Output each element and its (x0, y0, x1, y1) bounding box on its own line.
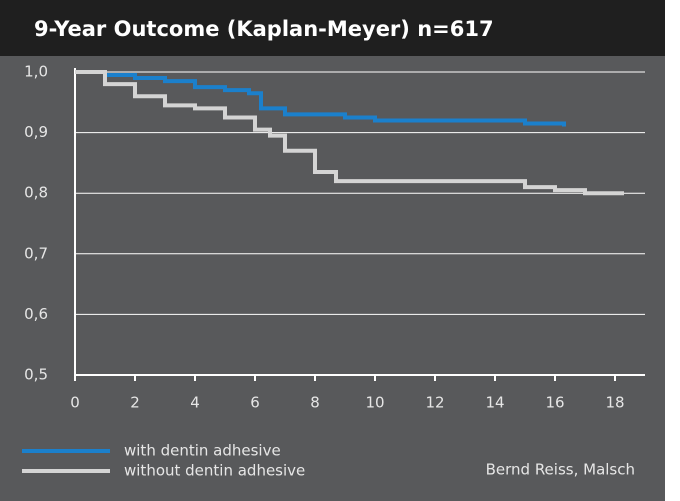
x-tick-label: 10 (365, 394, 384, 412)
x-tick-label: 12 (425, 394, 444, 412)
x-tick-label: 18 (605, 394, 624, 412)
x-tick-label: 8 (310, 394, 320, 412)
y-tick-label: 0,8 (24, 184, 48, 202)
legend-label: without dentin adhesive (124, 462, 305, 480)
y-tick-label: 0,5 (24, 366, 48, 384)
chart-title: 9-Year Outcome (Kaplan-Meyer) n=617 (34, 17, 494, 41)
y-tick-label: 0,6 (24, 305, 48, 323)
annotation: Bernd Reiss, Malsch (486, 461, 635, 479)
y-tick-label: 0,7 (24, 244, 48, 262)
series-line (75, 70, 624, 196)
background (0, 0, 665, 501)
x-tick-label: 2 (130, 394, 140, 412)
x-tick-label: 14 (485, 394, 504, 412)
x-tick-label: 4 (190, 394, 200, 412)
x-tick-label: 16 (545, 394, 564, 412)
y-tick-label: 1,0 (24, 63, 48, 81)
title-band (0, 0, 665, 56)
y-tick-label: 0,9 (24, 123, 48, 141)
x-tick-label: 0 (70, 394, 80, 412)
legend-label: with dentin adhesive (124, 442, 281, 460)
series-line (75, 70, 566, 127)
x-tick-label: 6 (250, 394, 260, 412)
